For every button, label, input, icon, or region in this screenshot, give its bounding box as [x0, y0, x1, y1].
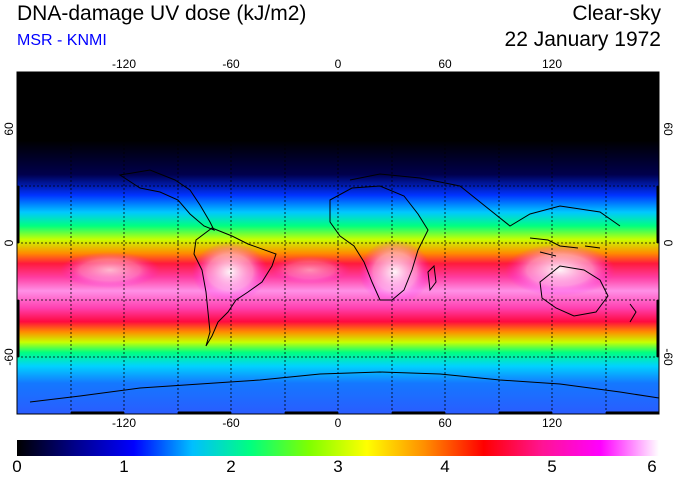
- lon-tick-label-bottom: -60: [222, 416, 240, 430]
- lon-tick-label-top: -120: [112, 57, 136, 71]
- lat-tick-label-right: 0: [661, 240, 675, 247]
- sky-condition-label: Clear-sky: [572, 2, 661, 25]
- date-label: 22 January 1972: [504, 28, 661, 51]
- lat-tick-label-left: 60: [2, 122, 16, 136]
- lon-tick-label-bottom: 0: [335, 416, 342, 430]
- colorbar-tick-label: 4: [440, 457, 450, 476]
- lon-tick-label-bottom: 60: [438, 416, 452, 430]
- lat-tick-label-right: -60: [661, 348, 675, 366]
- colorbar-tick-label: 1: [119, 457, 129, 476]
- lon-tick-label-top: 120: [542, 57, 562, 71]
- lat-tick-label-left: -60: [2, 348, 16, 366]
- colorbar-tick-label: 5: [547, 457, 557, 476]
- lon-tick-label-bottom: 120: [542, 416, 562, 430]
- colorbar-tick-label: 2: [226, 457, 236, 476]
- color-scale-bar: [17, 440, 659, 456]
- lat-tick-label-right: 60: [661, 122, 675, 136]
- credit-label: MSR - KNMI: [17, 32, 107, 49]
- graticule: [17, 72, 659, 414]
- colorbar-tick-label: 0: [12, 457, 22, 476]
- lon-tick-label-top: 0: [335, 57, 342, 71]
- colorbar-tick-label: 3: [333, 457, 343, 476]
- lat-tick-label-left: 0: [2, 239, 16, 246]
- frame-ticks: [17, 72, 659, 414]
- uv-dose-map: -120 -60 0 60 120 -120 -60 0 60 120 60 0…: [2, 57, 675, 430]
- lon-tick-label-bottom: -120: [112, 416, 136, 430]
- map-title: DNA-damage UV dose (kJ/m2): [17, 2, 307, 25]
- coastlines: [29, 169, 659, 403]
- lon-tick-label-top: -60: [222, 57, 240, 71]
- lon-tick-label-top: 60: [438, 57, 452, 71]
- colorbar-tick-label: 6: [647, 457, 657, 476]
